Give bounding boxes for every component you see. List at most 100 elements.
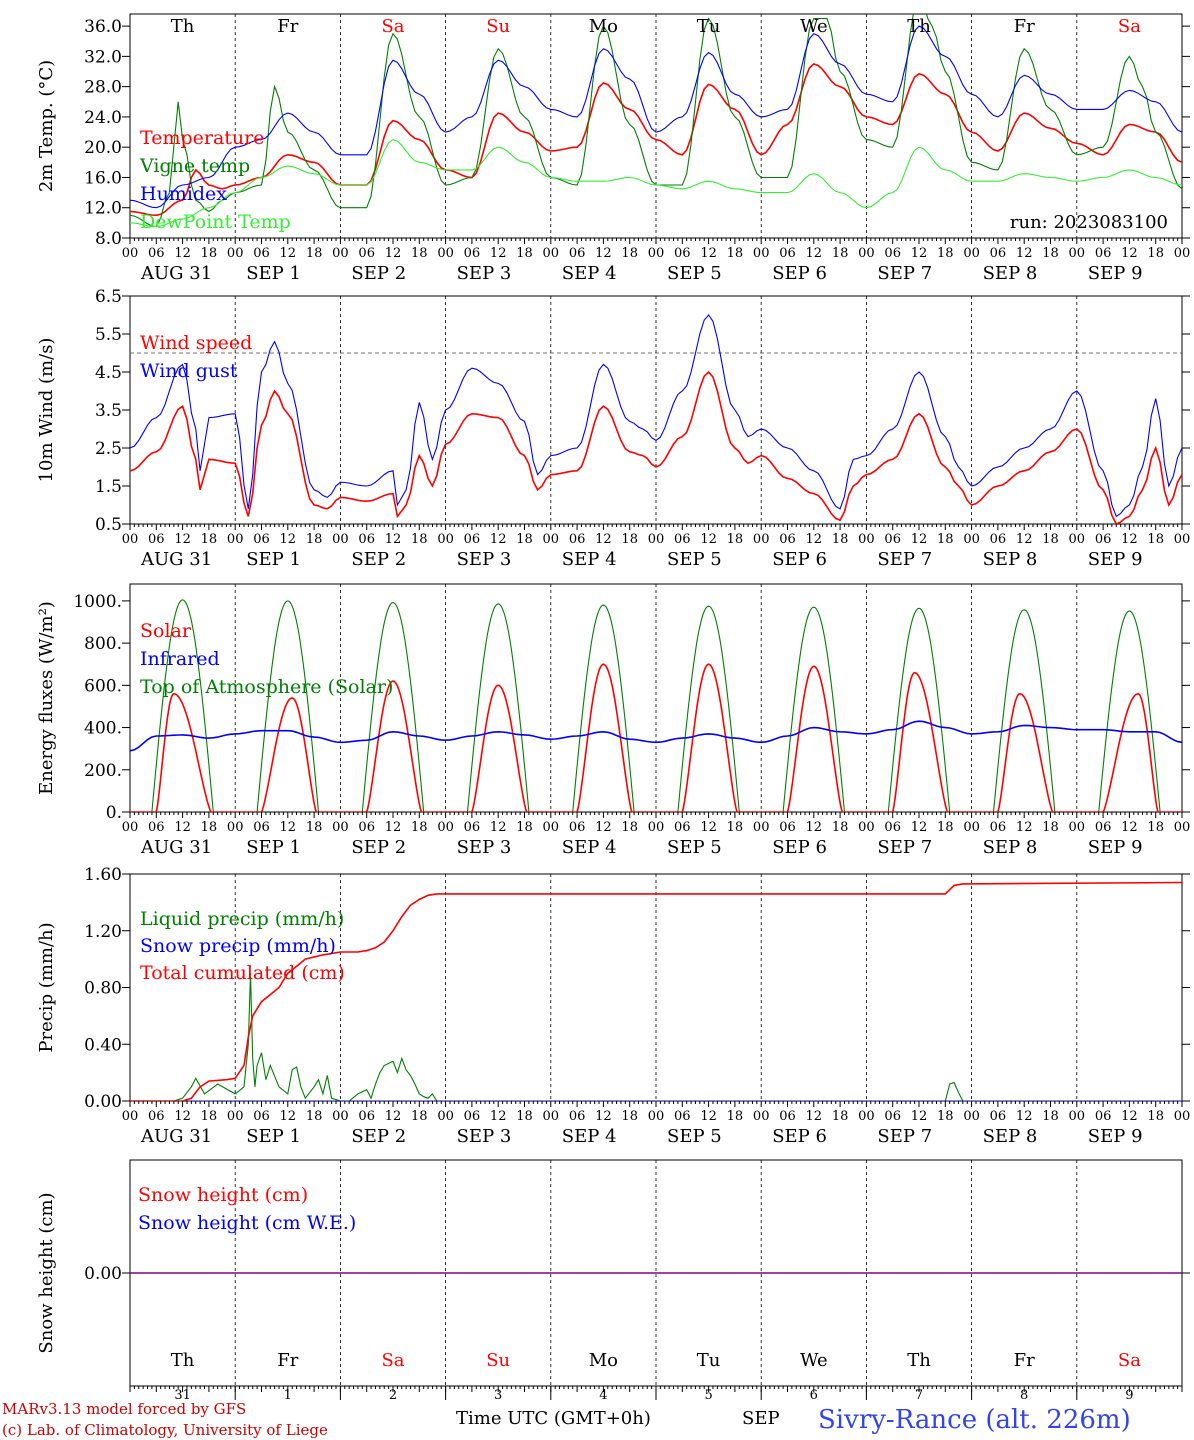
hour-tick-label: 12 [1016,820,1033,835]
hour-tick-label: 06 [674,532,691,547]
hour-tick-label: 00 [437,532,454,547]
y-tick-label: 8.0 [95,229,122,249]
hour-tick-label: 00 [1069,1109,1086,1124]
hour-tick-label: 18 [201,532,218,547]
hour-tick-label: 12 [385,246,402,261]
date-label: SEP 2 [351,549,406,570]
hour-tick-label: 06 [253,246,270,261]
hour-tick-label: 12 [1016,246,1033,261]
series-line-liquid-precip-mm-h- [130,973,1182,1101]
hour-tick-label: 00 [753,246,770,261]
hour-tick-label: 00 [1174,532,1191,547]
day-number-label: 6 [810,1388,818,1403]
hour-tick-label: 18 [937,246,954,261]
hour-tick-label: 12 [911,532,928,547]
y-tick-label: 6.5 [95,287,122,307]
y-axis-label: 2m Temp. (°C) [36,60,57,192]
hour-tick-label: 18 [306,1109,323,1124]
hour-tick-label: 18 [937,1109,954,1124]
hour-tick-label: 00 [963,820,980,835]
hour-tick-label: 18 [516,532,533,547]
chart-panel-5: 0.00 Snow height (cm) Snow height (cm) Snow… [36,1159,1190,1403]
y-tick-label: 400. [84,719,122,739]
hour-tick-label: 06 [464,246,481,261]
hour-tick-label: 06 [884,1109,901,1124]
hour-tick-label: 00 [858,532,875,547]
hour-tick-label: 12 [806,1109,823,1124]
hour-tick-label: 18 [411,532,428,547]
hour-tick-label: 06 [674,820,691,835]
hour-tick-label: 12 [700,1109,717,1124]
y-tick-label: 16.0 [84,168,122,188]
legend-entry: Liquid precip (mm/h) [140,908,344,930]
hour-tick-label: 00 [963,1109,980,1124]
hour-tick-label: 18 [1042,246,1059,261]
weekday-label: Su [486,16,510,37]
date-label: SEP 1 [246,549,301,570]
date-label: SEP 3 [457,263,512,284]
hour-tick-label: 00 [122,1109,139,1124]
legend-entry: Vigne temp [139,155,250,177]
hour-tick-label: 12 [385,532,402,547]
hour-tick-label: 00 [753,1109,770,1124]
hour-tick-label: 12 [911,246,928,261]
hour-tick-label: 18 [516,1109,533,1124]
date-label: SEP 6 [772,549,827,570]
hour-tick-label: 00 [332,1109,349,1124]
hour-tick-label: 06 [569,820,586,835]
hour-tick-label: 06 [990,246,1007,261]
date-label: AUG 31 [140,1126,212,1147]
hour-tick-label: 12 [280,532,297,547]
hour-tick-label: 00 [543,532,560,547]
hour-tick-label: 12 [595,1109,612,1124]
hour-tick-label: 18 [411,820,428,835]
hour-tick-label: 06 [1095,1109,1112,1124]
legend-entry: Solar [140,620,192,642]
hour-tick-label: 18 [516,246,533,261]
hour-tick-label: 12 [806,246,823,261]
date-label: SEP 2 [351,263,406,284]
legend-entry: Wind gust [140,360,238,382]
hour-tick-label: 06 [779,532,796,547]
month-label: SEP [742,1408,780,1429]
weekday-label: Fr [1014,16,1035,37]
weekday-label: Th [907,1350,931,1371]
hour-tick-label: 12 [490,1109,507,1124]
hour-tick-label: 12 [595,820,612,835]
weekday-label: Fr [277,16,298,37]
hour-tick-label: 12 [490,820,507,835]
series-line-solar [130,663,1182,812]
hour-tick-label: 12 [280,820,297,835]
hour-tick-label: 06 [358,1109,375,1124]
date-label: SEP 6 [772,837,827,858]
hour-tick-label: 06 [253,1109,270,1124]
hour-tick-label: 00 [543,246,560,261]
hour-tick-label: 12 [595,246,612,261]
hour-tick-label: 06 [148,1109,165,1124]
hour-tick-label: 12 [1016,1109,1033,1124]
hour-tick-label: 06 [884,820,901,835]
hour-tick-label: 00 [332,820,349,835]
hour-tick-label: 00 [648,820,665,835]
day-number-label: 5 [704,1388,712,1403]
hour-tick-label: 00 [858,820,875,835]
hour-tick-label: 18 [727,532,744,547]
hour-tick-label: 00 [753,820,770,835]
hour-tick-label: 12 [911,1109,928,1124]
weekday-label: Su [486,1350,510,1371]
hour-tick-label: 18 [621,532,638,547]
footer: MARv3.13 model forced by GFS (c) Lab. of… [2,1400,1131,1439]
weekday-label: Sa [1118,16,1141,37]
hour-tick-label: 00 [858,1109,875,1124]
hour-tick-label: 06 [884,246,901,261]
hour-tick-label: 12 [174,246,191,261]
hour-tick-label: 00 [437,820,454,835]
hour-tick-label: 00 [332,532,349,547]
weekday-label: Mo [589,16,618,37]
hour-tick-label: 06 [779,1109,796,1124]
hour-tick-label: 00 [122,532,139,547]
hour-tick-label: 12 [1121,532,1138,547]
hour-tick-label: 06 [1095,820,1112,835]
y-axis-label: Precip (mm/h) [36,922,57,1052]
hour-tick-label: 00 [1069,532,1086,547]
